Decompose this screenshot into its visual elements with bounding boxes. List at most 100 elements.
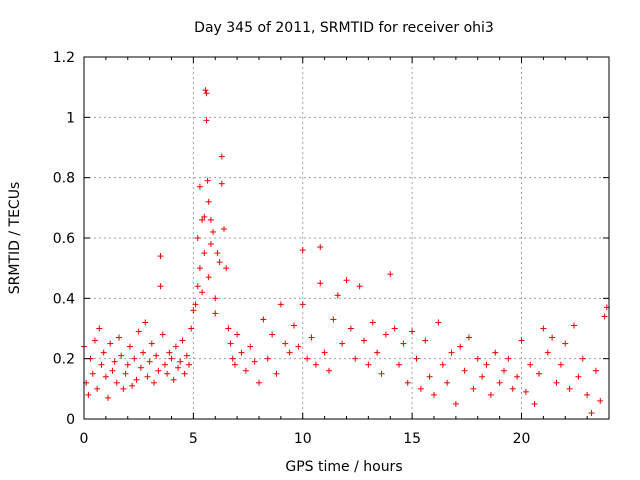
data-point (105, 394, 112, 401)
data-point (122, 370, 129, 377)
data-point (168, 355, 175, 362)
y-tick-label: 0.6 (53, 231, 75, 247)
y-tick-label: 0.4 (53, 291, 75, 307)
data-point (225, 325, 232, 332)
grid (84, 57, 609, 419)
data-point (242, 367, 249, 374)
data-point (592, 367, 599, 374)
y-tick-label: 0.2 (53, 352, 75, 368)
data-point (361, 337, 367, 344)
data-point (85, 391, 92, 398)
data-point (203, 90, 210, 97)
data-point (113, 379, 120, 386)
data-point (343, 277, 350, 284)
data-point (148, 340, 155, 347)
data-point (109, 367, 116, 374)
data-point (129, 382, 136, 389)
data-point (179, 337, 186, 344)
data-point (562, 340, 569, 347)
data-point (140, 349, 147, 356)
data-point (566, 385, 573, 392)
data-point (194, 283, 201, 290)
data-point (579, 355, 586, 362)
data-point (518, 337, 525, 344)
data-point (317, 244, 324, 251)
data-point (374, 349, 381, 356)
x-tick-label: 15 (403, 431, 421, 447)
data-point (282, 340, 289, 347)
x-axis-title: GPS time / hours (285, 459, 402, 475)
data-point (352, 355, 359, 362)
data-point (417, 385, 424, 392)
data-point (584, 391, 591, 398)
data-point (98, 361, 105, 368)
data-point (159, 331, 166, 338)
data-point (142, 319, 149, 326)
data-point (387, 271, 394, 278)
data-point (207, 241, 214, 248)
data-point (391, 325, 398, 332)
data-point (223, 265, 230, 272)
data-point (514, 373, 521, 380)
data-point (396, 361, 402, 368)
data-point (194, 235, 201, 241)
data-point (487, 391, 494, 398)
data-point (183, 352, 190, 359)
data-point (205, 198, 212, 205)
data-point (505, 355, 512, 362)
data-point (96, 325, 103, 332)
data-point (126, 343, 133, 350)
data-point (190, 307, 197, 314)
data-point (186, 361, 192, 368)
data-point (205, 274, 212, 281)
data-point (181, 370, 188, 377)
data-point (214, 250, 221, 257)
data-point (597, 397, 604, 404)
data-point (575, 373, 582, 380)
data-point (431, 391, 437, 398)
data-point (118, 352, 125, 359)
data-point (157, 283, 164, 290)
data-point (111, 358, 118, 365)
data-point (131, 355, 138, 362)
data-point (496, 379, 503, 386)
data-point (269, 331, 276, 338)
data-point (137, 364, 144, 371)
data-point (365, 361, 372, 368)
y-tick-label: 0.8 (53, 171, 75, 187)
data-point (102, 373, 109, 380)
data-point (295, 343, 302, 350)
data-point (188, 325, 195, 332)
data-point (330, 316, 337, 323)
data-point (466, 334, 472, 341)
data-point (201, 213, 208, 220)
data-point (218, 153, 225, 160)
data-point (273, 370, 280, 377)
data-point (356, 283, 363, 290)
data-point (501, 367, 507, 374)
chart-title: Day 345 of 2011, SRMTID for receiver ohi… (194, 20, 494, 36)
data-point (531, 400, 538, 407)
y-axis-title: SRMTID / TECUs (7, 182, 23, 295)
data-point (204, 177, 211, 184)
data-point (457, 343, 464, 350)
data-point (91, 337, 98, 344)
data-point (527, 361, 534, 368)
data-point (94, 385, 101, 392)
data-point (382, 331, 389, 338)
data-point (210, 228, 217, 235)
data-point (334, 292, 341, 299)
x-tick-label: 20 (513, 431, 531, 447)
data-point (492, 349, 499, 356)
data-point (553, 379, 560, 386)
data-point (326, 367, 332, 374)
data-point (260, 316, 267, 323)
data-point (470, 385, 477, 392)
data-point (170, 376, 177, 383)
data-point (601, 313, 608, 320)
data-point (161, 361, 168, 368)
y-tick-label: 1.2 (53, 50, 75, 66)
data-point (227, 340, 234, 347)
